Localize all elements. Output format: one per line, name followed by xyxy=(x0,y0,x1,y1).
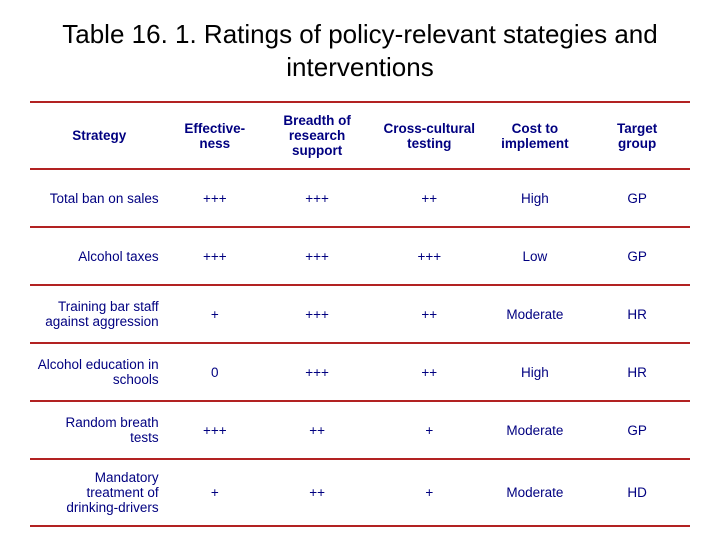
table-row: Total ban on sales +++ +++ ++ High GP xyxy=(30,169,690,227)
cell-strategy: Alcohol taxes xyxy=(30,227,169,285)
col-header-target: Targetgroup xyxy=(584,102,690,169)
table-row: Random breath tests +++ ++ + Moderate GP xyxy=(30,401,690,459)
cell-cross-cultural: ++ xyxy=(373,343,485,401)
cell-effectiveness: +++ xyxy=(169,169,261,227)
table-header-row: Strategy Effective-ness Breadth ofresear… xyxy=(30,102,690,169)
cell-cost: Moderate xyxy=(485,459,584,526)
cell-breadth: ++ xyxy=(261,459,373,526)
table-row: Alcohol education in schools 0 +++ ++ Hi… xyxy=(30,343,690,401)
cell-effectiveness: + xyxy=(169,285,261,343)
cell-strategy: Alcohol education in schools xyxy=(30,343,169,401)
cell-target: GP xyxy=(584,401,690,459)
table-row: Mandatory treatment of drinking-drivers … xyxy=(30,459,690,526)
slide: Table 16. 1. Ratings of policy-relevant … xyxy=(0,0,720,540)
cell-effectiveness: +++ xyxy=(169,401,261,459)
cell-cross-cultural: ++ xyxy=(373,169,485,227)
cell-target: GP xyxy=(584,227,690,285)
cell-strategy: Training bar staff against aggression xyxy=(30,285,169,343)
cell-cross-cultural: + xyxy=(373,401,485,459)
cell-cross-cultural: +++ xyxy=(373,227,485,285)
cell-effectiveness: + xyxy=(169,459,261,526)
cell-strategy: Total ban on sales xyxy=(30,169,169,227)
col-header-strategy: Strategy xyxy=(30,102,169,169)
col-header-effectiveness: Effective-ness xyxy=(169,102,261,169)
cell-breadth: +++ xyxy=(261,169,373,227)
col-header-breadth: Breadth ofresearchsupport xyxy=(261,102,373,169)
cell-effectiveness: +++ xyxy=(169,227,261,285)
cell-target: HR xyxy=(584,343,690,401)
cell-target: HD xyxy=(584,459,690,526)
cell-cost: Moderate xyxy=(485,401,584,459)
cell-target: HR xyxy=(584,285,690,343)
cell-breadth: +++ xyxy=(261,285,373,343)
ratings-table: Strategy Effective-ness Breadth ofresear… xyxy=(30,101,690,527)
cell-breadth: ++ xyxy=(261,401,373,459)
cell-cost: Moderate xyxy=(485,285,584,343)
cell-target: GP xyxy=(584,169,690,227)
cell-strategy: Mandatory treatment of drinking-drivers xyxy=(30,459,169,526)
table-body: Total ban on sales +++ +++ ++ High GP Al… xyxy=(30,169,690,526)
col-header-cross-cultural: Cross-culturaltesting xyxy=(373,102,485,169)
cell-cross-cultural: + xyxy=(373,459,485,526)
cell-cost: High xyxy=(485,169,584,227)
cell-cost: High xyxy=(485,343,584,401)
col-header-cost: Cost toimplement xyxy=(485,102,584,169)
cell-breadth: +++ xyxy=(261,343,373,401)
table-row: Training bar staff against aggression + … xyxy=(30,285,690,343)
cell-strategy: Random breath tests xyxy=(30,401,169,459)
table-row: Alcohol taxes +++ +++ +++ Low GP xyxy=(30,227,690,285)
cell-cost: Low xyxy=(485,227,584,285)
cell-cross-cultural: ++ xyxy=(373,285,485,343)
cell-effectiveness: 0 xyxy=(169,343,261,401)
table-title: Table 16. 1. Ratings of policy-relevant … xyxy=(30,18,690,83)
cell-breadth: +++ xyxy=(261,227,373,285)
